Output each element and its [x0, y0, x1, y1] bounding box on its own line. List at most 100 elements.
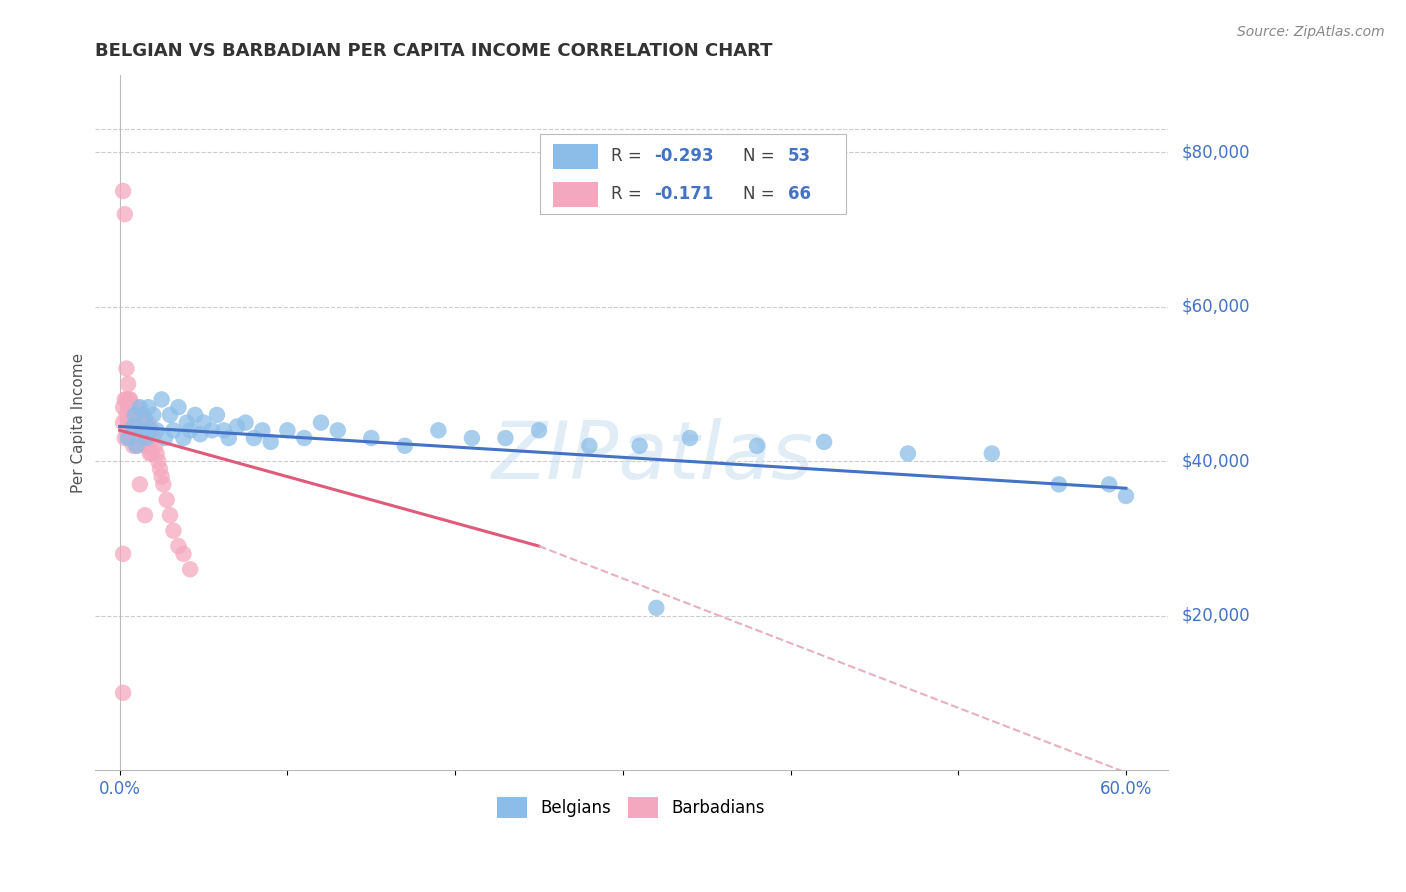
Point: [188, 427, 211, 442]
Y-axis label: Per Capita Income: Per Capita Income: [72, 352, 86, 492]
Point: [427, 423, 450, 437]
Point: [122, 408, 145, 422]
Point: [578, 439, 600, 453]
Point: [252, 423, 274, 437]
Text: $60,000: $60,000: [1182, 298, 1250, 316]
Text: 53: 53: [787, 147, 811, 165]
Point: [121, 400, 143, 414]
Point: [201, 423, 224, 437]
Point: [172, 547, 194, 561]
Point: [115, 408, 138, 422]
Text: N =: N =: [742, 147, 780, 165]
Point: [118, 416, 141, 430]
Point: [679, 431, 702, 445]
Point: [136, 400, 159, 414]
Point: [156, 492, 179, 507]
Point: [131, 423, 153, 437]
Point: [235, 416, 257, 430]
Point: [193, 416, 215, 430]
Point: [132, 431, 155, 445]
Point: [162, 524, 184, 538]
Point: [159, 408, 181, 422]
Point: [115, 392, 138, 407]
Point: [149, 462, 172, 476]
Point: [134, 508, 156, 523]
Point: [139, 446, 162, 460]
Point: [125, 400, 148, 414]
Point: [124, 408, 146, 422]
Point: [114, 392, 136, 407]
Point: [112, 400, 135, 414]
Point: [292, 431, 315, 445]
Point: [124, 423, 146, 437]
Point: [179, 562, 201, 576]
Point: [897, 446, 920, 460]
Text: R =: R =: [610, 147, 647, 165]
Point: [260, 434, 283, 449]
Text: ZIPatlas: ZIPatlas: [492, 418, 814, 496]
Point: [117, 431, 139, 445]
Point: [150, 392, 173, 407]
Text: $20,000: $20,000: [1182, 607, 1250, 624]
Point: [212, 423, 235, 437]
Text: R =: R =: [610, 186, 647, 203]
Point: [145, 446, 167, 460]
Point: [112, 547, 135, 561]
Point: [121, 408, 143, 422]
FancyBboxPatch shape: [553, 144, 598, 169]
Point: [128, 400, 150, 414]
Point: [117, 416, 139, 430]
Point: [136, 416, 159, 430]
Point: [152, 477, 174, 491]
Point: [139, 423, 162, 437]
Point: [135, 431, 157, 445]
Point: [153, 431, 176, 445]
Point: [121, 431, 143, 445]
Point: [117, 400, 139, 414]
Point: [117, 431, 139, 445]
Point: [118, 431, 141, 445]
Point: [226, 419, 249, 434]
Point: [127, 408, 149, 422]
Point: [326, 423, 349, 437]
Point: [131, 431, 153, 445]
Point: [112, 184, 135, 198]
Point: [127, 431, 149, 445]
Text: Source: ZipAtlas.com: Source: ZipAtlas.com: [1237, 25, 1385, 39]
Point: [276, 423, 298, 437]
Point: [179, 423, 201, 437]
Point: [115, 361, 138, 376]
Point: [141, 446, 163, 460]
Point: [176, 416, 198, 430]
Point: [813, 434, 835, 449]
Point: [139, 423, 162, 437]
Point: [118, 392, 141, 407]
Point: [360, 431, 382, 445]
Point: [122, 419, 145, 434]
Point: [135, 439, 157, 453]
Point: [122, 439, 145, 453]
Text: 66: 66: [787, 186, 811, 203]
Point: [745, 439, 768, 453]
Point: [118, 392, 141, 407]
Point: [184, 408, 207, 422]
Point: [145, 423, 167, 437]
Point: [159, 508, 181, 523]
Text: -0.293: -0.293: [654, 147, 713, 165]
Point: [172, 431, 194, 445]
Point: [394, 439, 416, 453]
Point: [125, 439, 148, 453]
Point: [1047, 477, 1070, 491]
Point: [148, 454, 170, 468]
Point: [167, 400, 190, 414]
Point: [628, 439, 651, 453]
Point: [494, 431, 516, 445]
Point: [645, 600, 668, 615]
Point: [125, 439, 148, 453]
FancyBboxPatch shape: [540, 135, 846, 214]
Point: [128, 477, 150, 491]
Point: [131, 416, 153, 430]
Point: [112, 686, 135, 700]
Text: N =: N =: [742, 186, 780, 203]
Point: [980, 446, 1002, 460]
